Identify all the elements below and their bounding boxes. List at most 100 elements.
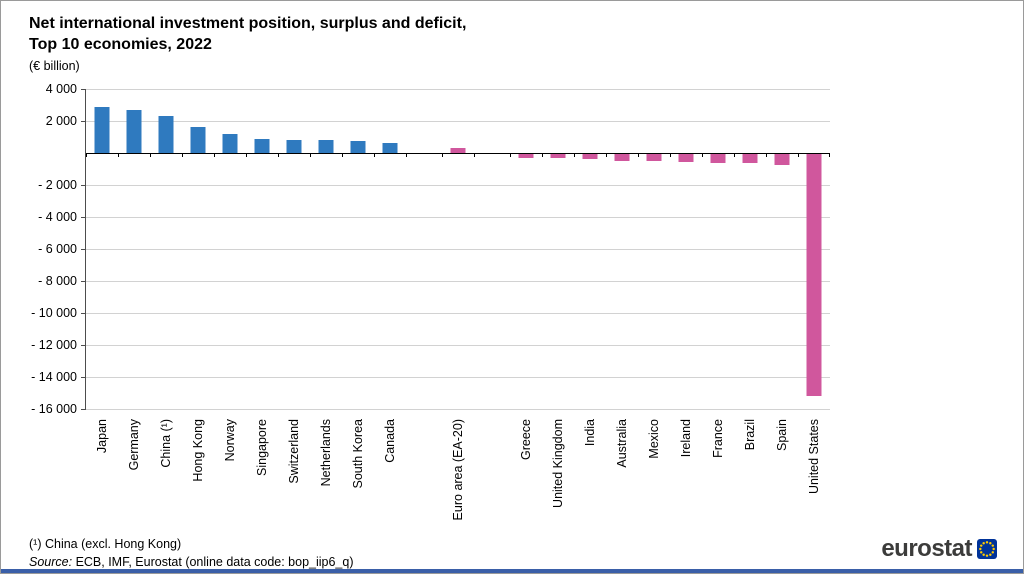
x-axis-label: Netherlands bbox=[319, 419, 333, 487]
bar-slot bbox=[342, 89, 374, 409]
bar-slot bbox=[798, 89, 830, 409]
x-axis-label: Brazil bbox=[743, 419, 757, 451]
gridline bbox=[86, 185, 830, 186]
bar-slot bbox=[574, 89, 606, 409]
zero-axis-tick bbox=[342, 153, 343, 157]
zero-axis-tick bbox=[766, 153, 767, 157]
x-axis-label: India bbox=[583, 419, 597, 447]
zero-axis-tick bbox=[150, 153, 151, 157]
zero-axis-tick bbox=[182, 153, 183, 157]
bar bbox=[774, 153, 790, 165]
bar bbox=[582, 153, 598, 159]
y-axis: 4 000 2 000 - 2 000 - 4 000 - 6 000 - 8 000 - … bbox=[29, 82, 85, 416]
bar bbox=[806, 153, 822, 397]
bar bbox=[518, 153, 534, 158]
x-axis-group-spacer bbox=[406, 419, 442, 535]
y-axis-label: - 14 000 bbox=[31, 370, 77, 384]
bar-slot bbox=[374, 89, 406, 409]
eu-flag-icon bbox=[977, 539, 997, 559]
bar bbox=[350, 141, 366, 153]
bar-slot bbox=[766, 89, 798, 409]
bar-slot bbox=[606, 89, 638, 409]
gridline bbox=[86, 89, 830, 90]
zero-axis-tick bbox=[214, 153, 215, 157]
x-axis-label: China (¹) bbox=[159, 419, 173, 468]
bar bbox=[190, 126, 206, 153]
x-axis-slot: Spain bbox=[766, 419, 798, 535]
zero-axis-tick bbox=[798, 153, 799, 157]
x-axis-label: Euro area (EA-20) bbox=[451, 419, 465, 521]
x-axis-label: South Korea bbox=[351, 419, 365, 489]
gridline bbox=[86, 121, 830, 122]
y-axis-label: - 10 000 bbox=[31, 306, 77, 320]
zero-axis-tick bbox=[638, 153, 639, 157]
bar bbox=[382, 142, 398, 153]
x-axis-slot: China (¹) bbox=[150, 419, 182, 535]
zero-axis-tick bbox=[702, 153, 703, 157]
y-axis-label: 2 000 bbox=[45, 114, 77, 128]
y-axis-tick bbox=[81, 313, 86, 314]
x-axis-label: Ireland bbox=[679, 419, 693, 458]
bar bbox=[614, 153, 630, 161]
zero-axis-tick bbox=[542, 153, 543, 157]
y-axis-tick bbox=[81, 121, 86, 122]
x-axis-slot: Brazil bbox=[734, 419, 766, 535]
x-axis-slot: Singapore bbox=[246, 419, 278, 535]
x-axis-label: France bbox=[711, 419, 725, 458]
bar bbox=[126, 109, 142, 153]
gridline bbox=[86, 281, 830, 282]
y-axis-label: - 4 000 bbox=[38, 210, 77, 224]
x-axis-slot: India bbox=[574, 419, 606, 535]
bar-slot bbox=[246, 89, 278, 409]
bar-slot bbox=[182, 89, 214, 409]
y-axis-tick bbox=[81, 249, 86, 250]
bar-slot bbox=[150, 89, 182, 409]
bar-slot bbox=[510, 89, 542, 409]
bar bbox=[450, 148, 466, 153]
chart-area: 4 000 2 000 - 2 000 - 4 000 - 6 000 - 8 000 - … bbox=[1, 82, 1023, 416]
y-axis-label: - 16 000 bbox=[31, 402, 77, 416]
eurostat-logo: eurostat bbox=[881, 535, 997, 563]
y-axis-label: - 2 000 bbox=[38, 178, 77, 192]
x-axis-slot: United Kingdom bbox=[542, 419, 574, 535]
x-axis-label: Mexico bbox=[647, 419, 661, 459]
chart-title-line2: Top 10 economies, 2022 bbox=[29, 36, 212, 53]
bar-slot bbox=[542, 89, 574, 409]
x-axis-slot: Australia bbox=[606, 419, 638, 535]
bar-slot bbox=[442, 89, 474, 409]
bar bbox=[742, 153, 758, 164]
bar-slot bbox=[702, 89, 734, 409]
gridline bbox=[86, 249, 830, 250]
x-axis-label: Japan bbox=[95, 419, 109, 454]
bar bbox=[158, 116, 174, 153]
x-axis-label: Greece bbox=[519, 419, 533, 460]
x-axis-label: Norway bbox=[223, 419, 237, 462]
chart-title: Net international investment position, s… bbox=[29, 13, 1023, 55]
bar bbox=[710, 153, 726, 163]
x-axis-slot: France bbox=[702, 419, 734, 535]
zero-axis-tick bbox=[510, 153, 511, 157]
bar bbox=[318, 140, 334, 153]
zero-axis-tick bbox=[406, 153, 407, 157]
bar bbox=[222, 133, 238, 153]
gridline bbox=[86, 345, 830, 346]
y-axis-tick bbox=[81, 409, 86, 410]
y-axis-tick bbox=[81, 185, 86, 186]
x-axis-slot: South Korea bbox=[342, 419, 374, 535]
y-axis-label: 4 000 bbox=[45, 82, 77, 96]
zero-axis-tick bbox=[574, 153, 575, 157]
bar bbox=[286, 139, 302, 153]
x-axis-slot: Netherlands bbox=[310, 419, 342, 535]
y-axis-tick bbox=[81, 281, 86, 282]
x-axis-slot: Euro area (EA-20) bbox=[442, 419, 474, 535]
gridline bbox=[86, 409, 830, 410]
zero-axis-line bbox=[86, 153, 830, 154]
zero-axis-tick bbox=[118, 153, 119, 157]
y-axis-label: - 12 000 bbox=[31, 338, 77, 352]
x-axis-slot: Switzerland bbox=[278, 419, 310, 535]
x-axis-labels: Japan Germany China (¹) Hong Kong Norway Sing… bbox=[86, 419, 830, 535]
source-text: ECB, IMF, Eurostat (online data code: bo… bbox=[72, 555, 354, 569]
group-spacer bbox=[406, 89, 442, 409]
zero-axis-tick bbox=[374, 153, 375, 157]
y-axis-label: - 8 000 bbox=[38, 274, 77, 288]
